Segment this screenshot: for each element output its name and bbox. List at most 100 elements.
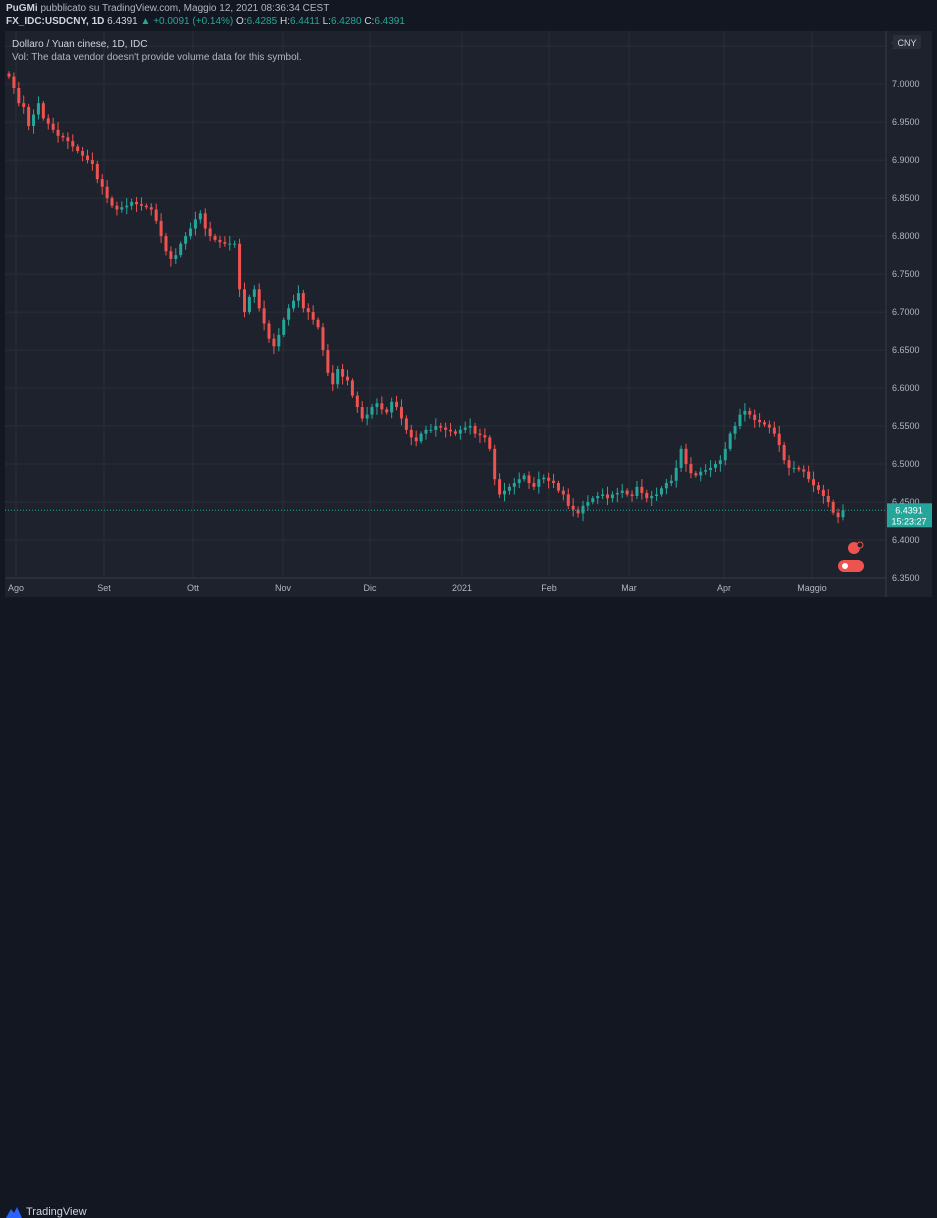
event-marker-icon[interactable] xyxy=(838,541,864,572)
candle-body xyxy=(336,369,340,385)
candle-body xyxy=(547,477,551,481)
candle-body xyxy=(444,427,448,430)
candle-body xyxy=(713,464,717,468)
candle-body xyxy=(267,323,271,339)
candle-body xyxy=(125,205,129,208)
candle-body xyxy=(566,494,570,506)
candle-body xyxy=(507,486,511,491)
x-tick-label: 2021 xyxy=(452,583,472,593)
candle-body xyxy=(365,414,369,419)
tradingview-logo-icon xyxy=(6,1207,22,1218)
candle-body xyxy=(576,509,580,514)
candle-body xyxy=(17,87,21,104)
candle-body xyxy=(242,289,246,313)
candle-body xyxy=(473,426,477,434)
low-value: 6.4280 xyxy=(330,16,362,27)
candle-body xyxy=(532,483,536,487)
candle-body xyxy=(606,494,610,499)
x-tick-label: Nov xyxy=(275,583,292,593)
candle-body xyxy=(56,129,60,136)
candle-body xyxy=(831,502,835,513)
candle-body xyxy=(679,448,683,468)
candle-body xyxy=(164,236,168,252)
candle-body xyxy=(213,236,217,240)
candle-body xyxy=(409,429,413,438)
x-tick-label: Maggio xyxy=(797,583,827,593)
candle-body xyxy=(189,228,193,237)
candle-body xyxy=(841,510,845,518)
y-tick-label: 6.9000 xyxy=(892,155,920,165)
candle-body xyxy=(7,73,11,77)
candle-body xyxy=(424,429,428,434)
publish-line: PuGMi pubblicato su TradingView.com, Mag… xyxy=(6,3,329,14)
publisher-name[interactable]: PuGMi xyxy=(6,3,38,14)
candle-body xyxy=(316,319,320,328)
candle-body xyxy=(247,296,251,313)
candle-body xyxy=(12,76,16,88)
candle-body xyxy=(385,409,389,413)
candle-body xyxy=(777,433,781,446)
candle-body xyxy=(792,467,796,469)
candle-body xyxy=(659,488,663,495)
y-tick-label: 6.8500 xyxy=(892,193,920,203)
candle-body xyxy=(41,103,45,119)
candle-body xyxy=(449,429,453,432)
high-label: H: xyxy=(279,16,290,27)
chart-panel[interactable] xyxy=(5,31,932,597)
brand-name[interactable]: TradingView xyxy=(26,1206,87,1218)
y-tick-label: 6.6000 xyxy=(892,383,920,393)
footer: TradingView xyxy=(0,600,937,1218)
candle-body xyxy=(453,431,457,434)
candle-body xyxy=(184,236,188,244)
candle-body xyxy=(723,448,727,461)
candle-body xyxy=(262,308,266,324)
candle-body xyxy=(159,220,163,237)
candle-body xyxy=(571,505,575,510)
candle-body xyxy=(498,479,502,495)
candle-body xyxy=(311,312,315,320)
candle-body xyxy=(292,300,296,309)
candle-body xyxy=(395,401,399,408)
candle-body xyxy=(478,433,482,436)
y-tick-label: 6.4500 xyxy=(892,497,920,507)
candle-body xyxy=(556,483,560,491)
candle-body xyxy=(71,141,75,147)
x-tick-label: Set xyxy=(97,583,111,593)
symbol-name[interactable]: FX_IDC:USDCNY, 1D xyxy=(6,16,105,27)
candle-body xyxy=(419,433,423,442)
candle-body xyxy=(95,163,99,180)
candle-body xyxy=(149,207,153,210)
currency-box[interactable] xyxy=(893,35,921,49)
volume-note: Vol: The data vendor doesn't provide vol… xyxy=(12,52,302,63)
candle-body xyxy=(32,114,36,126)
chart-title: Dollaro / Yuan cinese, 1D, IDC xyxy=(12,39,148,50)
candle-body xyxy=(341,369,345,377)
candle-body xyxy=(704,470,708,472)
candle-body xyxy=(434,426,438,430)
candle-body xyxy=(51,123,55,130)
candle-body xyxy=(733,426,737,434)
published-text: pubblicato su TradingView.com, Maggio 12… xyxy=(40,3,330,14)
candle-body xyxy=(542,477,546,480)
price-chart[interactable]: 7.05007.00006.95006.90006.85006.80006.75… xyxy=(0,0,937,626)
candle-body xyxy=(782,445,786,461)
candle-body xyxy=(193,219,197,229)
open-label: O: xyxy=(236,16,247,27)
candle-body xyxy=(483,435,487,438)
candle-body xyxy=(144,205,148,208)
price-change: ▲ +0.0091 (+0.14%) xyxy=(140,16,234,27)
candle-body xyxy=(645,492,649,499)
candle-body xyxy=(738,414,742,427)
y-tick-label: 7.0000 xyxy=(892,79,920,89)
candle-body xyxy=(238,243,242,290)
candle-body xyxy=(218,239,222,243)
candle-body xyxy=(350,380,354,396)
candle-body xyxy=(90,160,94,164)
last-price-tag: 6.4391 15:23:27 xyxy=(887,503,932,528)
candle-body xyxy=(694,473,698,476)
candle-body xyxy=(620,490,624,493)
candle-body xyxy=(625,490,629,495)
candle-body xyxy=(223,242,227,244)
y-tick-label: 6.5000 xyxy=(892,459,920,469)
candle-body xyxy=(139,204,143,206)
